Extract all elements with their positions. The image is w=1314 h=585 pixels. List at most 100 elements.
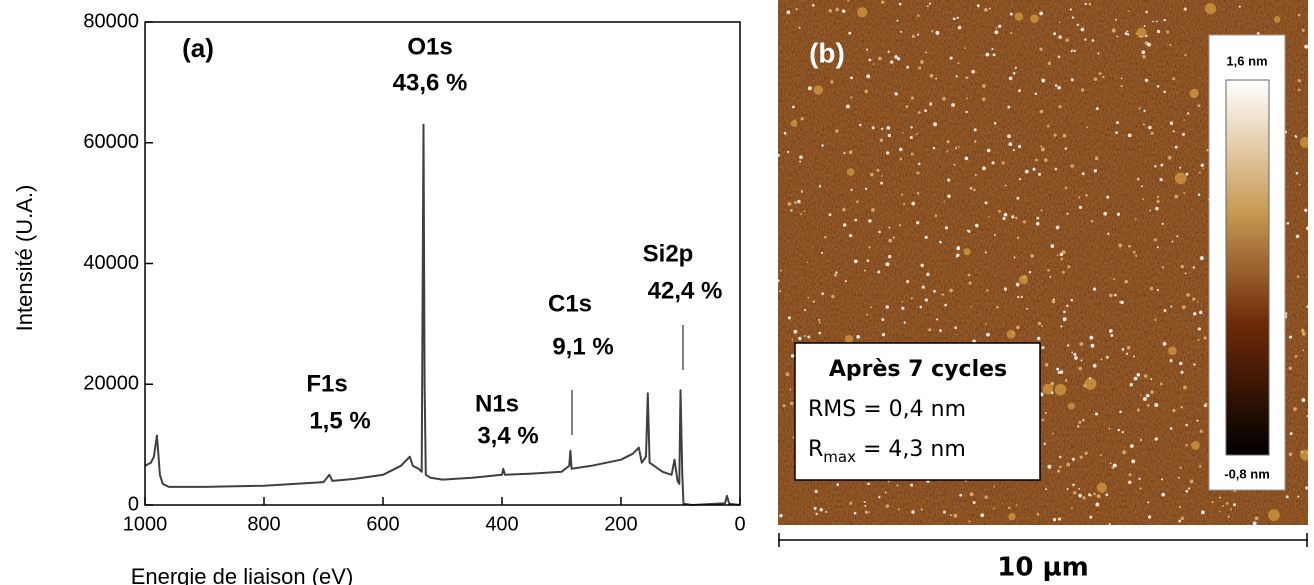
- texture-dot: [1199, 256, 1204, 261]
- y-axis-title: Intensité (U.A.): [12, 185, 37, 332]
- texture-dot: [1198, 465, 1202, 468]
- texture-dot: [924, 109, 928, 113]
- texture-dot: [1061, 250, 1066, 255]
- texture-dot: [944, 226, 949, 230]
- texture-dot: [973, 188, 976, 192]
- texture-dot: [1063, 310, 1066, 314]
- texture-dot: [807, 296, 810, 299]
- texture-dot: [868, 58, 872, 62]
- texture-dot: [956, 16, 959, 20]
- annotation: 9,1 %: [552, 333, 613, 360]
- texture-dot: [868, 245, 871, 249]
- texture-dot: [1230, 508, 1233, 511]
- texture-dot: [1254, 516, 1259, 521]
- texture-dot: [984, 8, 988, 12]
- texture-dot: [888, 238, 893, 243]
- texture-dot: [1036, 512, 1040, 516]
- texture-dot: [868, 219, 872, 223]
- texture-dot: [884, 491, 887, 494]
- texture-dot: [998, 24, 1002, 28]
- texture-dot: [1128, 244, 1132, 248]
- texture-dot: [1093, 492, 1096, 496]
- rmax-part: = 4,3 nm: [856, 437, 966, 462]
- texture-dot: [906, 279, 910, 284]
- texture-dot: [899, 157, 903, 161]
- texture-dot: [885, 504, 890, 508]
- texture-dot: [864, 187, 868, 190]
- texture-dot: [1154, 165, 1157, 168]
- texture-dot: [1041, 147, 1045, 152]
- texture-dot: [1295, 234, 1300, 239]
- texture-dot: [818, 185, 822, 188]
- texture-dot: [1297, 13, 1301, 17]
- texture-dot: [991, 161, 995, 165]
- texture-dot: [991, 47, 994, 51]
- x-tick-label: 800: [247, 513, 280, 535]
- texture-dot: [1095, 502, 1100, 507]
- texture-dot: [1064, 379, 1068, 382]
- texture-dot: [1108, 427, 1111, 430]
- texture-dot: [1007, 506, 1011, 510]
- texture-dot: [831, 294, 835, 299]
- texture-dot: [1028, 270, 1032, 274]
- texture-dot: [1072, 483, 1075, 487]
- texture-dot: [1095, 107, 1099, 111]
- texture-dot: [1178, 476, 1180, 479]
- texture-dot: [1198, 171, 1201, 174]
- annotation: C1s: [548, 290, 592, 317]
- texture-dot: [825, 511, 828, 513]
- texture-dot: [1143, 374, 1148, 378]
- texture-dot: [1172, 130, 1175, 133]
- texture-dot: [870, 306, 873, 309]
- texture-dot: [974, 140, 977, 143]
- texture-dot: [1036, 336, 1041, 341]
- texture-dot: [901, 300, 904, 303]
- texture-dot: [1156, 289, 1159, 292]
- texture-dot: [920, 60, 924, 64]
- texture-dot: [885, 305, 889, 309]
- texture-dot: [910, 152, 914, 156]
- texture-dot: [1016, 196, 1020, 200]
- texture-dot: [992, 53, 996, 57]
- texture-dot: [1057, 85, 1061, 90]
- texture-dot: [1300, 449, 1308, 461]
- texture-dot: [1121, 348, 1125, 351]
- texture-dot: [1120, 300, 1124, 305]
- texture-dot: [778, 153, 780, 157]
- texture-dot: [969, 492, 974, 497]
- texture-dot: [1071, 48, 1074, 51]
- texture-dot: [1108, 523, 1111, 525]
- texture-dot: [1078, 420, 1082, 424]
- texture-dot: [789, 401, 794, 406]
- texture-dot: [879, 138, 884, 143]
- texture-dot: [1062, 133, 1067, 138]
- texture-dot: [911, 34, 916, 38]
- texture-dot: [1135, 254, 1138, 258]
- texture-dot: [792, 105, 795, 109]
- texture-dot: [798, 26, 801, 30]
- texture-dot: [932, 146, 936, 150]
- texture-dot: [920, 263, 924, 268]
- texture-dot: [797, 199, 801, 204]
- texture-dot: [828, 213, 832, 217]
- texture-dot: [920, 508, 923, 511]
- texture-dot: [919, 305, 923, 309]
- texture-dot: [1107, 232, 1110, 235]
- texture-dot: [993, 234, 996, 236]
- texture-dot: [1227, 516, 1230, 518]
- texture-dot: [1073, 491, 1077, 495]
- texture-dot: [1118, 243, 1123, 248]
- texture-dot: [1055, 225, 1060, 230]
- texture-dot: [972, 501, 976, 505]
- texture-dot: [1042, 383, 1054, 395]
- texture-dot: [957, 25, 962, 30]
- texture-dot: [1111, 466, 1115, 470]
- texture-dot: [849, 233, 853, 238]
- texture-dot: [1077, 425, 1080, 428]
- texture-dot: [1091, 39, 1095, 42]
- texture-dot: [783, 131, 787, 135]
- texture-dot: [1096, 482, 1107, 493]
- texture-dot: [1007, 105, 1011, 109]
- texture-dot: [1089, 515, 1093, 519]
- texture-dot: [799, 155, 803, 160]
